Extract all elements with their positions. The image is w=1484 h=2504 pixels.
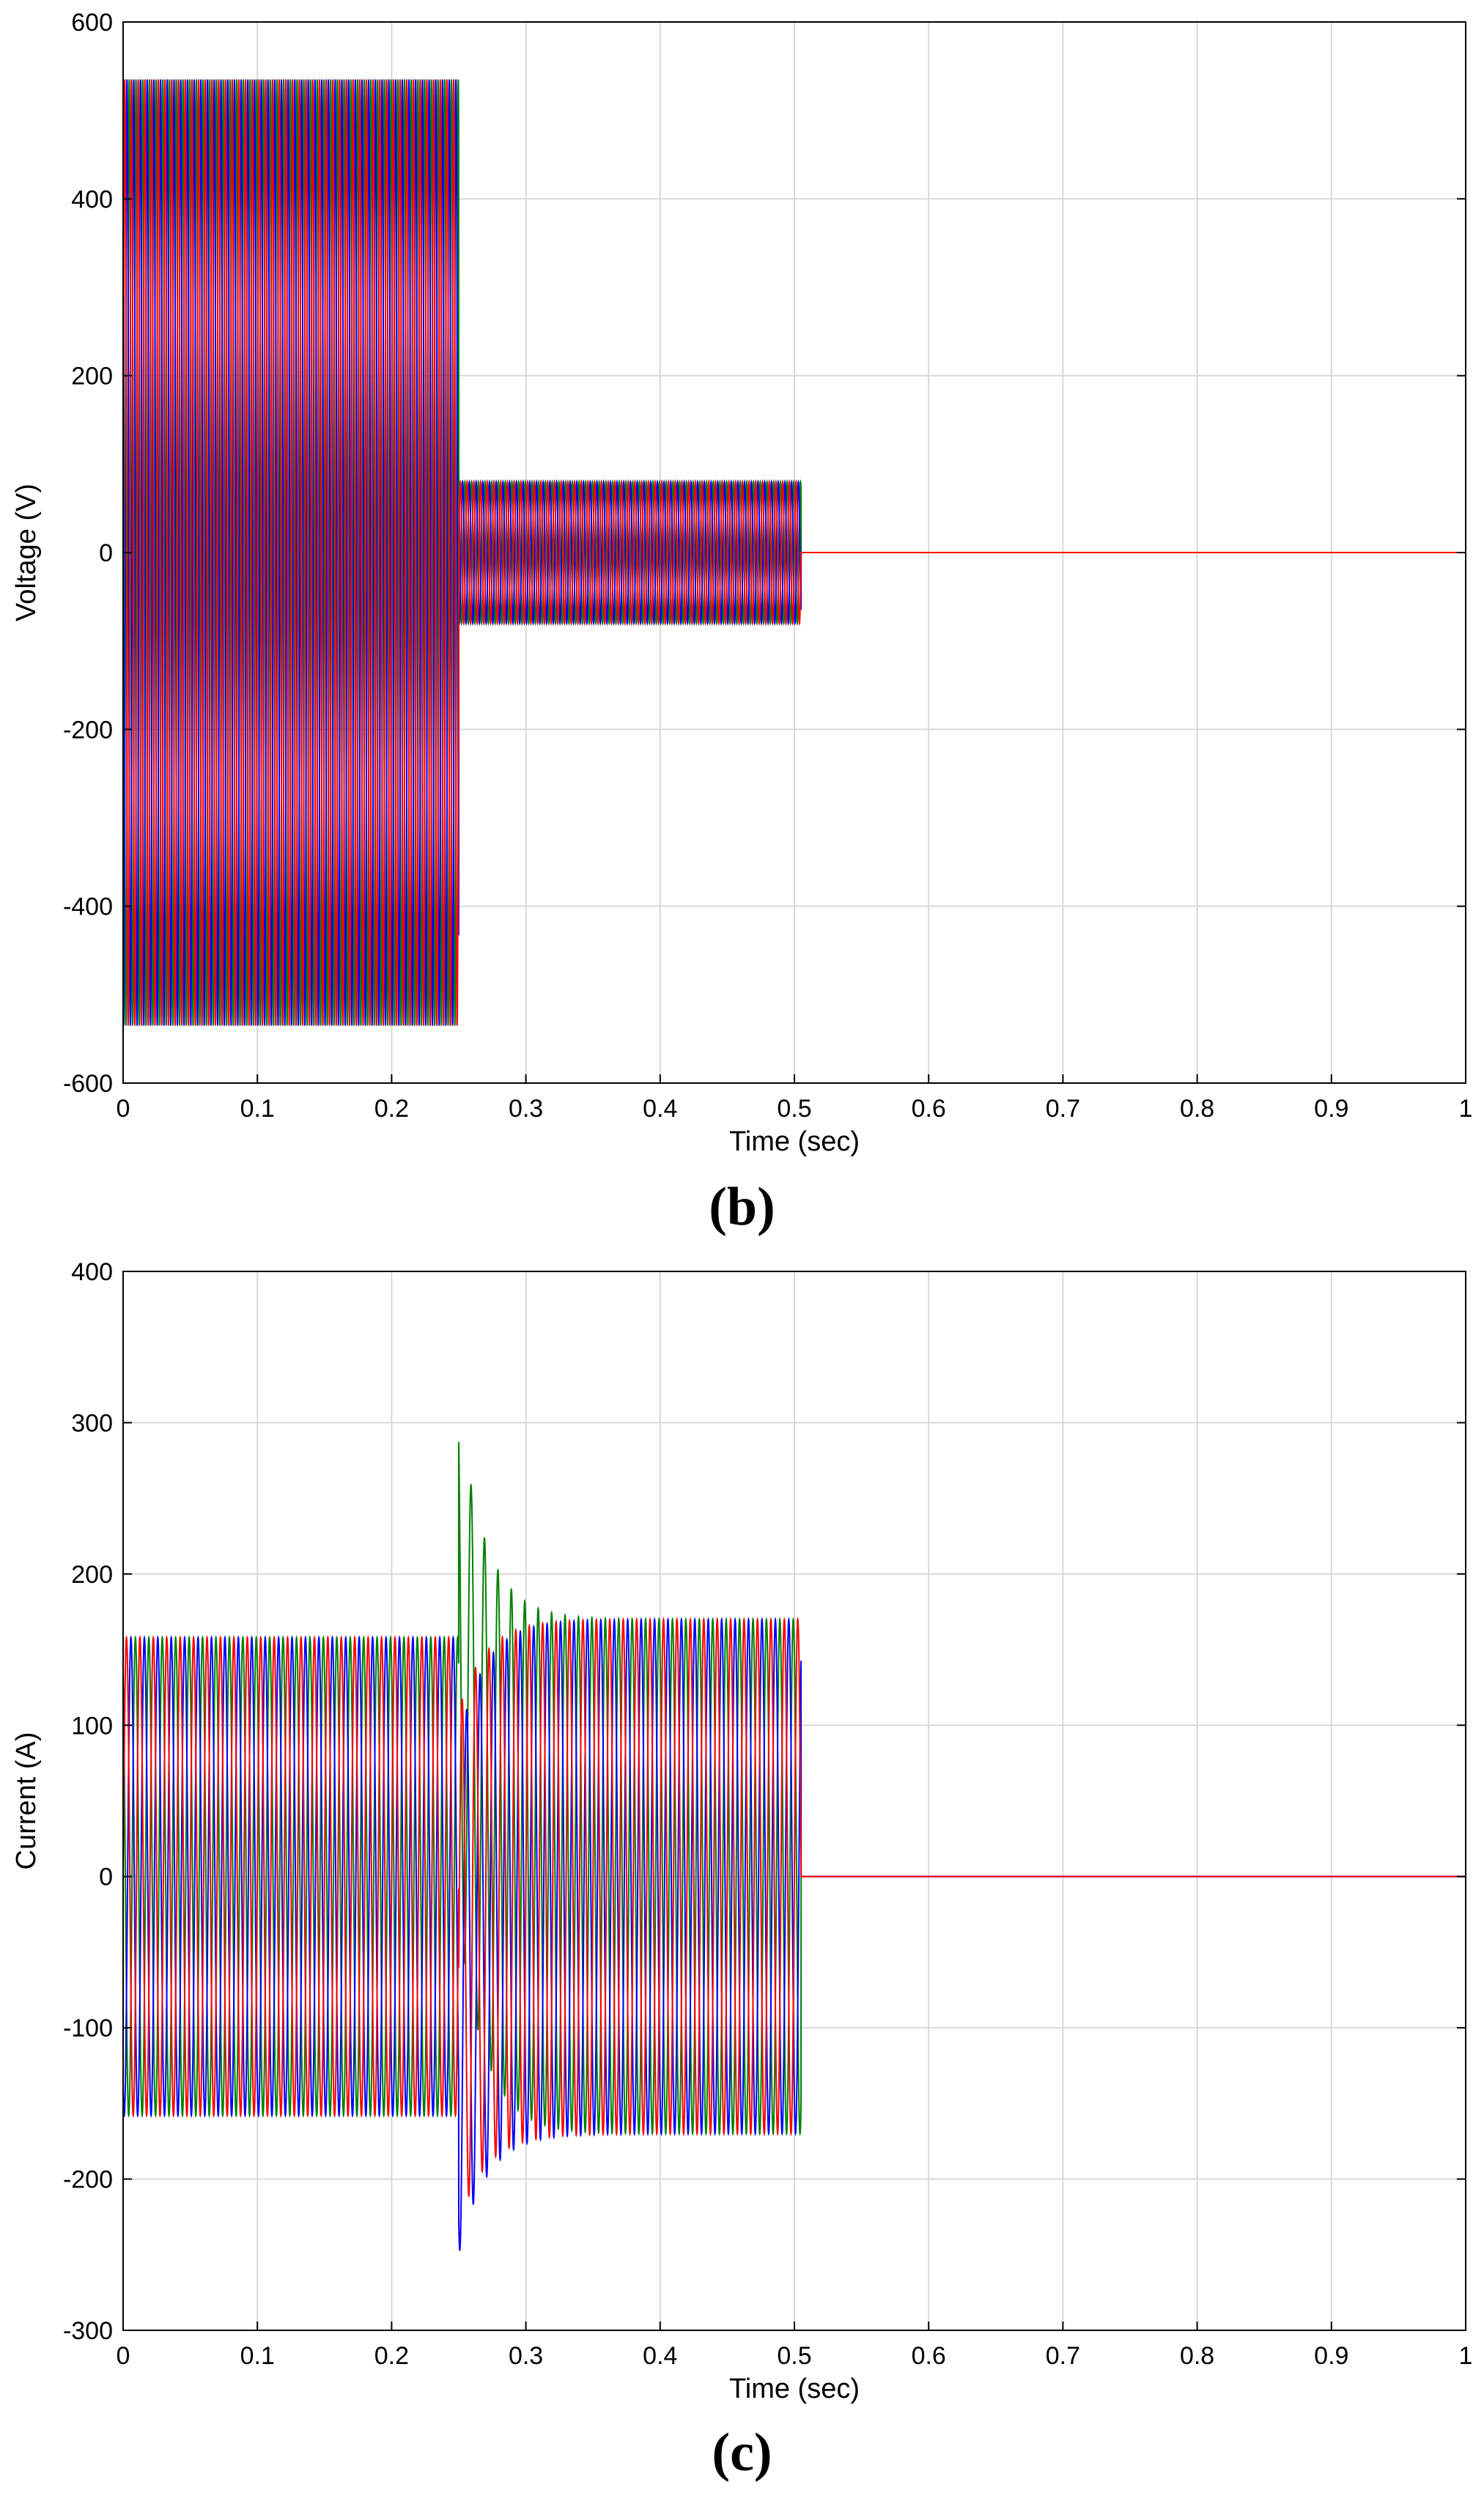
current-x-tick-label: 0.8: [1180, 2342, 1214, 2370]
voltage-series-line: [122, 79, 1466, 1026]
current-series: [122, 1441, 1466, 2252]
current-y-tick-label: -100: [63, 2014, 113, 2042]
current-y-tick-label: 100: [71, 1712, 113, 1740]
voltage-chart: 0 0.1 0.2 0.3 0.4 0.5 0.6 0.7 0.8 0.9 1 -600 -400 -2…: [11, 9, 1473, 1157]
voltage-x-tick-label: 1: [1459, 1095, 1473, 1123]
voltage-x-ticks: 0 0.1 0.2 0.3 0.4 0.5 0.6 0.7 0.8 0.9 1: [117, 1074, 1473, 1123]
voltage-x-tick-label: 0.2: [374, 1095, 409, 1123]
current-x-tick-label: 0.5: [777, 2342, 811, 2370]
voltage-y-tick-label: 0: [99, 539, 113, 567]
voltage-y-tick-label: -600: [63, 1070, 113, 1098]
current-x-tick-label: 0: [117, 2342, 130, 2370]
voltage-y-tick-label: 600: [71, 9, 113, 37]
voltage-x-tick-label: 0.6: [912, 1095, 946, 1123]
current-x-tick-label: 0.4: [643, 2342, 677, 2370]
current-x-ticks: 0 0.1 0.2 0.3 0.4 0.5 0.6 0.7 0.8 0.9 1: [117, 2322, 1473, 2370]
current-y-tick-label: -200: [63, 2166, 113, 2194]
voltage-x-tick-label: 0.7: [1046, 1095, 1080, 1123]
voltage-x-tick-label: 0: [117, 1095, 130, 1123]
voltage-y-tick-label: -200: [63, 716, 113, 744]
current-x-tick-label: 1: [1459, 2342, 1473, 2370]
voltage-x-tick-label: 0.4: [643, 1095, 677, 1123]
voltage-x-tick-label: 0.3: [509, 1095, 543, 1123]
current-x-tick-label: 0.7: [1046, 2342, 1080, 2370]
current-y-tick-label: -300: [63, 2317, 113, 2345]
current-y-tick-label: 400: [71, 1258, 113, 1286]
current-x-tick-label: 0.6: [912, 2342, 946, 2370]
current-x-axis-label: Time (sec): [729, 2374, 860, 2404]
current-chart: 0 0.1 0.2 0.3 0.4 0.5 0.6 0.7 0.8 0.9 1 -300 -200 -1…: [11, 1258, 1473, 2404]
voltage-x-tick-label: 0.5: [777, 1095, 811, 1123]
current-y-tick-label: 300: [71, 1409, 113, 1437]
voltage-x-axis-label: Time (sec): [729, 1126, 860, 1157]
current-y-ticks: -300 -200 -100 0 100 200 300 400: [63, 1258, 1466, 2345]
voltage-x-tick-label: 0.9: [1314, 1095, 1348, 1123]
current-series-line: [122, 1617, 1466, 2198]
current-x-tick-label: 0.1: [240, 2342, 275, 2370]
voltage-y-axis-label: Voltage (V): [11, 484, 42, 621]
voltage-x-tick-label: 0.8: [1180, 1095, 1214, 1123]
current-y-tick-label: 0: [99, 1864, 113, 1891]
caption-c: (c): [712, 2423, 772, 2483]
voltage-y-tick-label: 200: [71, 363, 113, 391]
current-y-axis-label: Current (A): [11, 1732, 42, 1870]
voltage-x-tick-label: 0.1: [240, 1095, 275, 1123]
voltage-y-ticks: -600 -400 -200 0 200 400 600: [63, 9, 1466, 1098]
voltage-series: [122, 79, 1466, 1026]
current-x-tick-label: 0.2: [374, 2342, 409, 2370]
current-y-tick-label: 200: [71, 1561, 113, 1589]
voltage-y-tick-label: 400: [71, 185, 113, 213]
current-x-tick-label: 0.3: [509, 2342, 543, 2370]
caption-b: (b): [709, 1177, 775, 1237]
current-x-tick-label: 0.9: [1314, 2342, 1348, 2370]
voltage-y-tick-label: -400: [63, 893, 113, 921]
